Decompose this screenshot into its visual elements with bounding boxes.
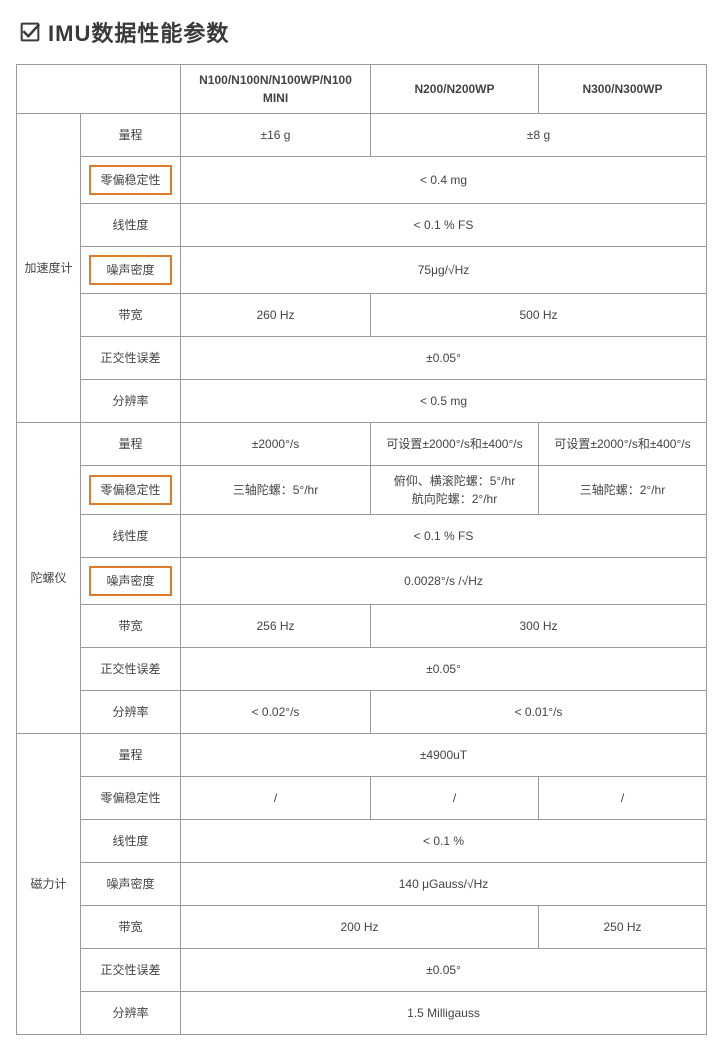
table-row: 零偏稳定性 / / / — [17, 777, 707, 820]
header-col1: N100/N100N/N100WP/N100 MINI — [181, 65, 371, 114]
cell: < 0.01°/s — [371, 691, 707, 734]
spec-table: N100/N100N/N100WP/N100 MINI N200/N200WP … — [16, 64, 707, 1035]
cell: ±0.05° — [181, 337, 707, 380]
prop-label: 带宽 — [81, 605, 181, 648]
table-row: 加速度计 量程 ±16 g ±8 g — [17, 114, 707, 157]
header-col3: N300/N300WP — [539, 65, 707, 114]
prop-label: 正交性误差 — [81, 337, 181, 380]
cell: ±8 g — [371, 114, 707, 157]
table-row: 磁力计 量程 ±4900uT — [17, 734, 707, 777]
cell: ±0.05° — [181, 648, 707, 691]
category-gyroscope: 陀螺仪 — [17, 423, 81, 734]
table-row: 线性度 < 0.1 % — [17, 820, 707, 863]
table-row: 正交性误差 ±0.05° — [17, 337, 707, 380]
prop-label: 量程 — [81, 734, 181, 777]
cell: / — [181, 777, 371, 820]
cell: ±16 g — [181, 114, 371, 157]
cell: < 0.1 % FS — [181, 204, 707, 247]
prop-label: 线性度 — [81, 204, 181, 247]
header-col2: N200/N200WP — [371, 65, 539, 114]
cell: < 0.5 mg — [181, 380, 707, 423]
cell: 三轴陀螺：2°/hr — [539, 466, 707, 515]
table-row: 噪声密度 0.0028°/s /√Hz — [17, 558, 707, 605]
prop-label: 量程 — [81, 114, 181, 157]
prop-label: 分辨率 — [81, 691, 181, 734]
table-row: 带宽 256 Hz 300 Hz — [17, 605, 707, 648]
cell: 300 Hz — [371, 605, 707, 648]
check-icon — [20, 22, 40, 42]
table-row: 零偏稳定性 < 0.4 mg — [17, 157, 707, 204]
page-title: IMU数据性能参数 — [48, 16, 229, 48]
cell: ±2000°/s — [181, 423, 371, 466]
table-row: 分辨率 1.5 Milligauss — [17, 992, 707, 1035]
cell: ±4900uT — [181, 734, 707, 777]
table-row: 噪声密度 140 μGauss/√Hz — [17, 863, 707, 906]
cell: 1.5 Milligauss — [181, 992, 707, 1035]
cell: 140 μGauss/√Hz — [181, 863, 707, 906]
cell: / — [371, 777, 539, 820]
prop-label: 带宽 — [81, 294, 181, 337]
prop-label-highlight: 噪声密度 — [81, 247, 181, 294]
cell: 260 Hz — [181, 294, 371, 337]
table-row: 正交性误差 ±0.05° — [17, 949, 707, 992]
prop-label: 线性度 — [81, 515, 181, 558]
table-row: 分辨率 < 0.5 mg — [17, 380, 707, 423]
prop-label-highlight: 零偏稳定性 — [81, 466, 181, 515]
cell: 俯仰、横滚陀螺：5°/hr 航向陀螺：2°/hr — [371, 466, 539, 515]
prop-label: 零偏稳定性 — [81, 777, 181, 820]
prop-label-highlight: 零偏稳定性 — [81, 157, 181, 204]
prop-label: 噪声密度 — [81, 863, 181, 906]
cell: < 0.1 % — [181, 820, 707, 863]
cell: 500 Hz — [371, 294, 707, 337]
table-row: 线性度 < 0.1 % FS — [17, 515, 707, 558]
table-row: 分辨率 < 0.02°/s < 0.01°/s — [17, 691, 707, 734]
cell: < 0.02°/s — [181, 691, 371, 734]
table-row: 陀螺仪 量程 ±2000°/s 可设置±2000°/s和±400°/s 可设置±… — [17, 423, 707, 466]
cell: 256 Hz — [181, 605, 371, 648]
cell: 可设置±2000°/s和±400°/s — [371, 423, 539, 466]
cell: 可设置±2000°/s和±400°/s — [539, 423, 707, 466]
table-row: 噪声密度 75μg/√Hz — [17, 247, 707, 294]
table-row: 正交性误差 ±0.05° — [17, 648, 707, 691]
prop-label: 正交性误差 — [81, 949, 181, 992]
cell: 0.0028°/s /√Hz — [181, 558, 707, 605]
cell: 三轴陀螺：5°/hr — [181, 466, 371, 515]
cell: < 0.4 mg — [181, 157, 707, 204]
prop-label: 量程 — [81, 423, 181, 466]
prop-label: 带宽 — [81, 906, 181, 949]
cell: 75μg/√Hz — [181, 247, 707, 294]
table-row: 线性度 < 0.1 % FS — [17, 204, 707, 247]
category-magnetometer: 磁力计 — [17, 734, 81, 1035]
prop-label: 线性度 — [81, 820, 181, 863]
table-row: 零偏稳定性 三轴陀螺：5°/hr 俯仰、横滚陀螺：5°/hr 航向陀螺：2°/h… — [17, 466, 707, 515]
category-accelerometer: 加速度计 — [17, 114, 81, 423]
prop-label: 正交性误差 — [81, 648, 181, 691]
cell: ±0.05° — [181, 949, 707, 992]
cell: / — [539, 777, 707, 820]
table-row: 带宽 260 Hz 500 Hz — [17, 294, 707, 337]
section-heading: IMU数据性能参数 — [20, 16, 706, 48]
table-header-row: N100/N100N/N100WP/N100 MINI N200/N200WP … — [17, 65, 707, 114]
cell: < 0.1 % FS — [181, 515, 707, 558]
table-row: 带宽 200 Hz 250 Hz — [17, 906, 707, 949]
cell: 250 Hz — [539, 906, 707, 949]
prop-label: 分辨率 — [81, 380, 181, 423]
cell: 200 Hz — [181, 906, 539, 949]
prop-label-highlight: 噪声密度 — [81, 558, 181, 605]
prop-label: 分辨率 — [81, 992, 181, 1035]
header-blank — [17, 65, 181, 114]
